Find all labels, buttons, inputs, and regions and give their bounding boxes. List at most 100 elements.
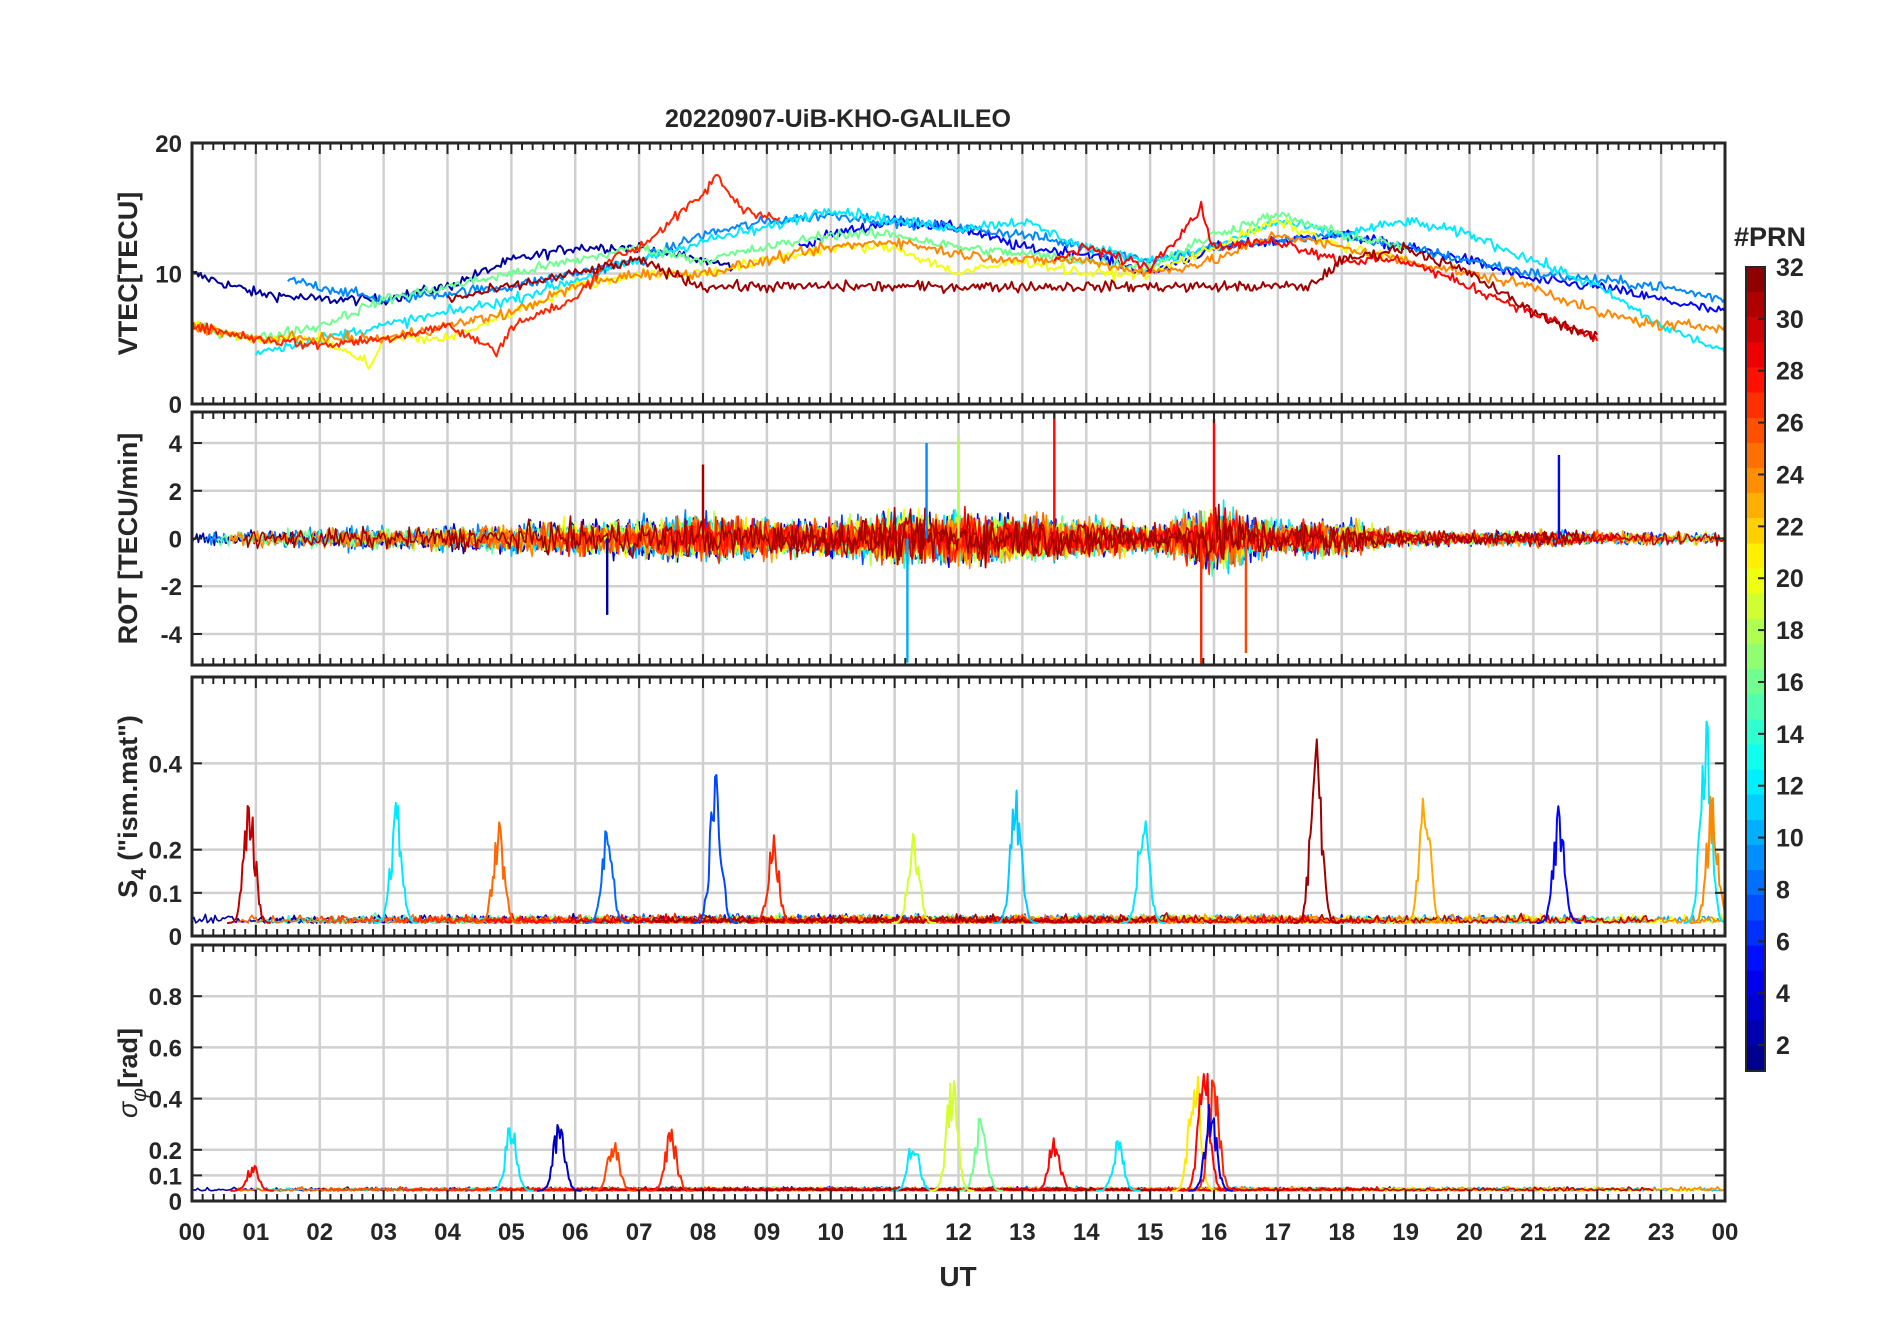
y-tick-label: 0.4 [149,1087,183,1114]
x-tick-label: 02 [306,1219,333,1246]
y-tick-label: 4 [169,431,183,458]
y-tick-label: 10 [155,262,182,289]
x-tick-label: 13 [1009,1219,1036,1246]
series-line-prn-31 [651,1186,1163,1192]
series-group-sigma_phi [192,1072,1724,1192]
peak-burst [1402,797,1448,924]
colorbar-tick-label: 6 [1776,928,1790,956]
colorbar-tick-label: 12 [1776,773,1804,801]
peak-burst [750,834,796,924]
y-axis-label: VTEC[TECU] [113,192,143,356]
y-tick-label: 0.6 [149,1035,182,1062]
peak-burst [891,832,937,924]
x-tick-label: 06 [562,1219,589,1246]
x-tick-label: 12 [945,1219,972,1246]
colorbar-tick-label: 26 [1776,410,1804,438]
x-ticks [191,412,1726,665]
x-ticks [191,143,1726,404]
y-tick-label: 0 [169,392,182,419]
peak-burst [227,805,271,924]
y-tick-label: 0.2 [149,1138,182,1165]
x-axis-label: UT [939,1261,976,1292]
colorbar-tick-label: 20 [1776,565,1804,593]
colorbar-tick-label: 4 [1776,980,1790,1008]
colorbar-tick-label: 8 [1776,876,1790,904]
peak-burst [1032,1137,1077,1192]
colorbar-tick-label: 22 [1776,513,1804,541]
x-tick-label: 17 [1265,1219,1292,1246]
peak-burst [1536,805,1582,924]
y-tick-label: 0.4 [149,751,183,778]
colorbar-tick-label: 10 [1776,825,1804,853]
x-tick-label: 08 [690,1219,717,1246]
figure-title: 20220907-UiB-KHO-GALILEO [665,105,1011,133]
peak-burst [1188,1103,1234,1192]
peak-burst [1172,1075,1218,1192]
peak-burst [693,774,739,924]
y-tick-label: -4 [161,622,183,649]
x-ticks [191,677,1726,936]
x-tick-label: 22 [1584,1219,1611,1246]
peak-burst [993,789,1039,924]
peak-burst [1095,1140,1141,1192]
peak-burst [958,1117,1004,1192]
panel-rot: -4 -2 0 2 4 ROT [TECU/min] [113,410,1727,667]
series-line-prn-31 [446,241,1599,340]
y-axis-label: ROT [TECU/min] [113,433,143,644]
panel-sigma_phi: 00.10.2 0.4 0.6 0.8 σφ[rad] [113,943,1727,1216]
x-tick-label: 14 [1073,1219,1100,1246]
panel-s4: 0 0.1 0.2 0.4S4 ("ism.mat") [113,675,1727,951]
x-tick-label: 10 [817,1219,844,1246]
x-tick-label: 15 [1137,1219,1164,1246]
series-line-prn-16 [192,211,1407,342]
peak-burst [1191,1079,1237,1192]
series-line-prn-31 [242,503,1586,568]
x-tick-label: 20 [1456,1219,1483,1246]
colorbar-tick-label: 32 [1776,254,1804,282]
series-group-s4 [192,720,1725,924]
x-tick-label: 18 [1328,1219,1355,1246]
series-group-vtec [192,174,1725,370]
y-tick-label: 0.1 [149,1163,182,1190]
colorbar-tick-label: 2 [1776,1032,1790,1060]
colorbar-tick-label: 18 [1776,617,1804,645]
peak-burst [230,1164,274,1192]
colorbar-tick-label: 28 [1776,358,1804,386]
y-tick-label: 0 [169,1189,182,1216]
peak-burst [891,1147,937,1192]
peak-burst [1182,1072,1227,1192]
peak-burst [1689,795,1725,924]
peak-burst [476,821,521,924]
peak-burst [374,801,418,924]
peak-burst [489,1127,534,1192]
colorbar-tick-label: 16 [1776,669,1804,697]
y-tick-label: 0 [169,924,182,951]
colorbar-tick-label: 14 [1776,721,1804,749]
peak-burst [591,1142,636,1192]
y-axis-label: S4 ("ism.mat") [113,715,151,898]
x-tick-label: 07 [626,1219,653,1246]
peak-burst [536,1124,582,1192]
x-tick-label: 03 [370,1219,397,1246]
grid-sigma_phi [190,945,1727,1203]
y-axis-label: σφ[rad] [113,1028,151,1118]
x-tick-label: 00 [1712,1219,1739,1246]
y-tick-label: 0.8 [149,984,182,1011]
peak-burst [648,1128,694,1192]
y-tick-label: 2 [169,479,182,506]
y-tick-label: 0 [169,527,182,554]
y-tick-label: 20 [155,131,182,158]
series-line-prn-30 [568,912,1654,924]
colorbar-tick-label: 30 [1776,306,1804,334]
x-tick-label: 04 [434,1219,461,1246]
y-tick-label: -2 [161,574,182,601]
series-line-prn-31 [651,913,1163,924]
peak-burst [584,830,630,924]
x-tick-label: 21 [1520,1219,1547,1246]
series-group-rot [192,412,1725,665]
x-tick-label: 16 [1201,1219,1228,1246]
x-tick-label: 01 [243,1219,270,1246]
colorbar-title: #PRN [1734,222,1806,252]
y-tick-label: 0.1 [149,881,182,908]
